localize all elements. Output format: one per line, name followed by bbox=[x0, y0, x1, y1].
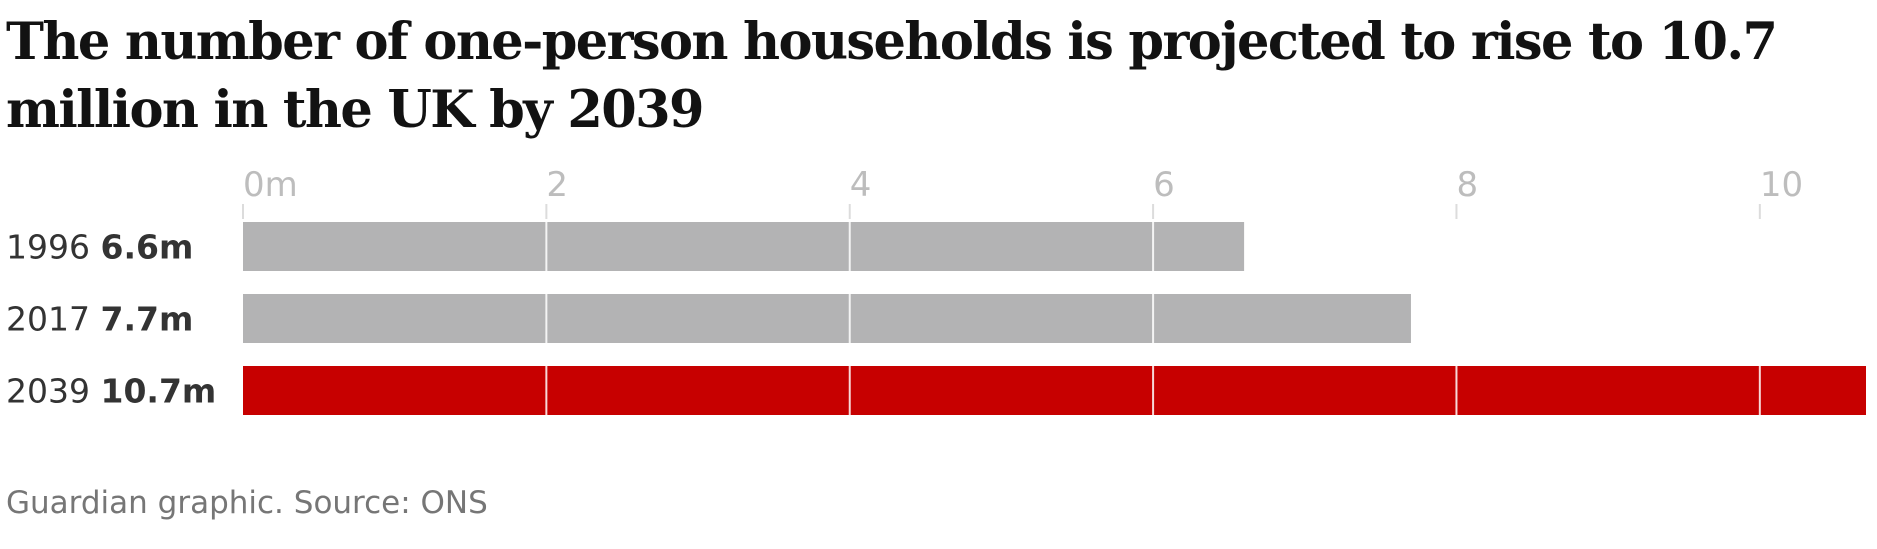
chart-title: The number of one-person households is p… bbox=[6, 12, 1778, 140]
tick-label: 4 bbox=[850, 165, 872, 205]
tick-label: 2 bbox=[546, 165, 568, 205]
row-category: 2017 bbox=[6, 300, 100, 339]
bars bbox=[243, 222, 1866, 415]
bar-2017 bbox=[243, 294, 1411, 343]
bar-1996 bbox=[243, 222, 1245, 271]
tick-label: 6 bbox=[1153, 165, 1175, 205]
tick-label: 8 bbox=[1456, 165, 1478, 205]
row-label-2017: 2017 7.7m bbox=[6, 300, 193, 339]
tick-label: 0m bbox=[243, 165, 298, 205]
row-label-2039: 2039 10.7m bbox=[6, 372, 216, 411]
row-value: 10.7m bbox=[100, 372, 216, 411]
row-value: 6.6m bbox=[100, 228, 193, 267]
bar-2039 bbox=[243, 366, 1866, 415]
row-label-1996: 1996 6.6m bbox=[6, 228, 193, 267]
tick-label: 10 bbox=[1760, 165, 1803, 205]
row-category: 2039 bbox=[6, 372, 100, 411]
gridlines bbox=[545, 222, 1761, 415]
row-value: 7.7m bbox=[100, 300, 193, 339]
source-note: Guardian graphic. Source: ONS bbox=[6, 485, 488, 521]
row-category: 1996 bbox=[6, 228, 100, 267]
x-axis-ticks: 0m 2 4 6 8 10 bbox=[242, 165, 1803, 219]
